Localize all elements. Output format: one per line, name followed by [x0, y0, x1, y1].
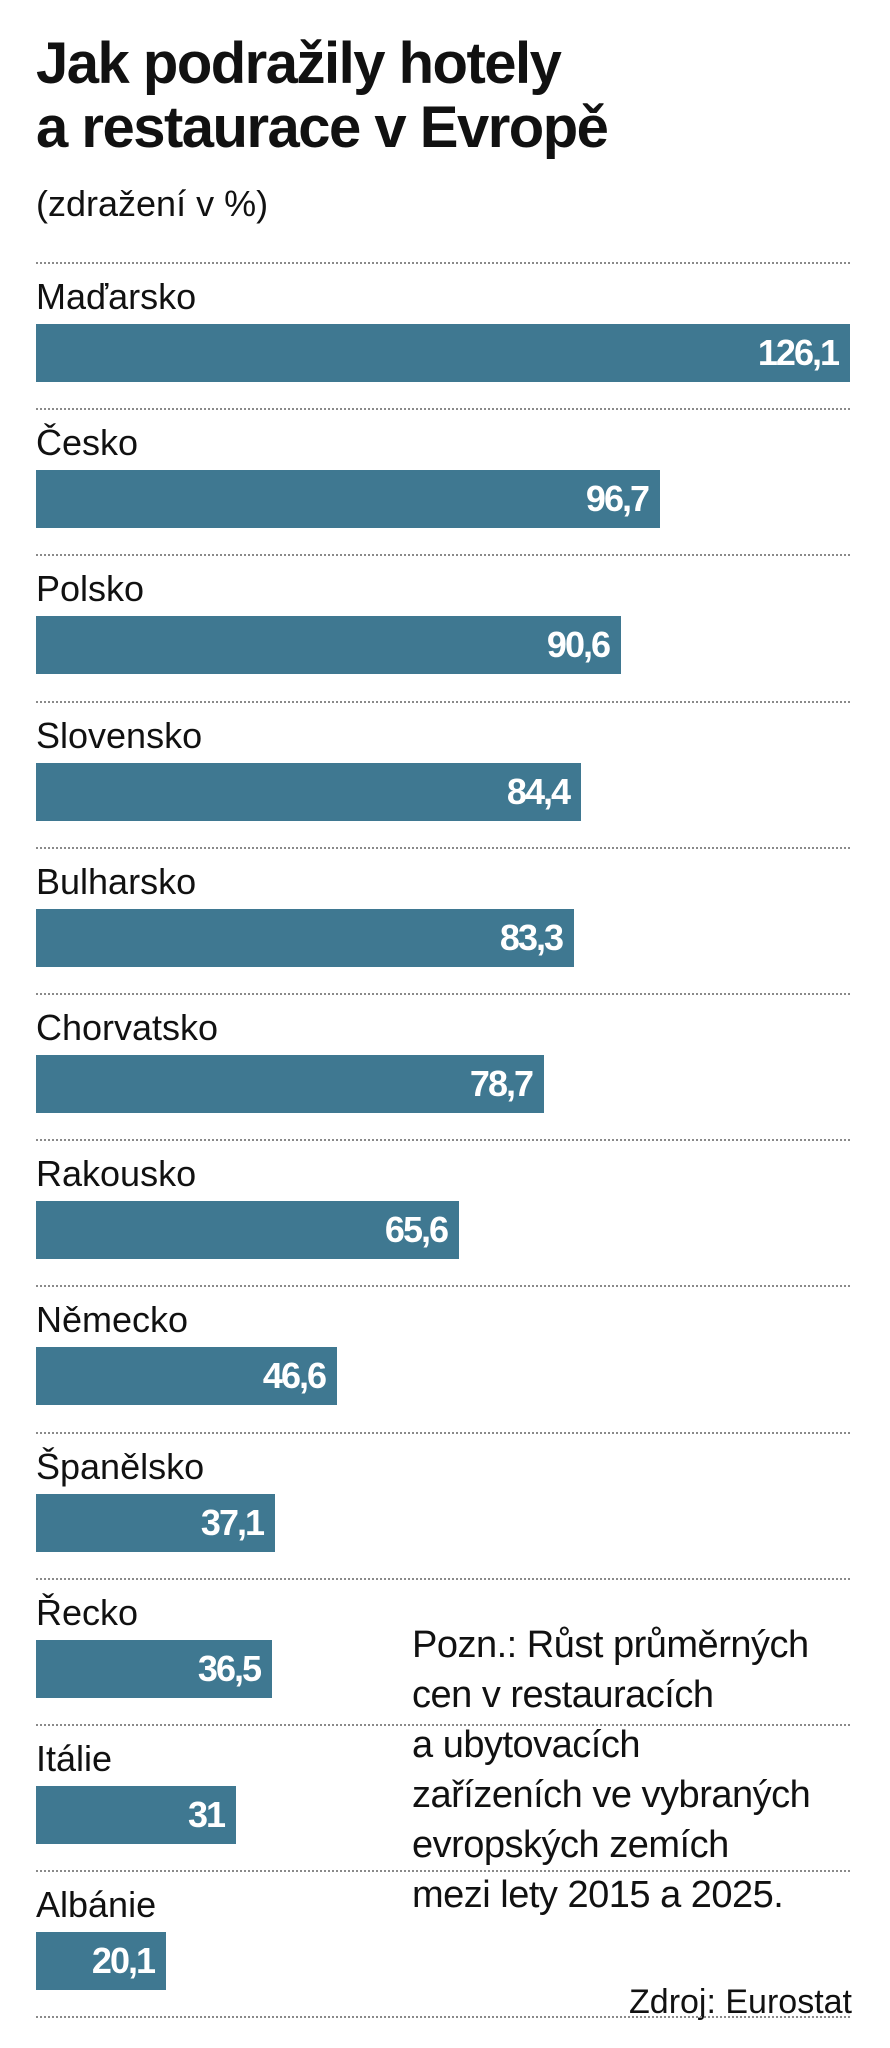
bar-value-label: 126,1	[757, 332, 840, 373]
bar-value-label: 20,1	[91, 1940, 156, 1982]
bar-value-label: 78,7	[469, 1063, 534, 1104]
bar-value-label: 46,6	[262, 1355, 327, 1397]
category-label: Maďarsko	[36, 276, 197, 317]
row-divider	[36, 1577, 850, 1580]
bar-value-label: 65,6	[384, 1209, 449, 1251]
chart-title-line: a restaurace v Evropě	[36, 95, 609, 160]
category-label: Rakousko	[36, 1153, 197, 1195]
row-divider	[36, 846, 850, 849]
note-line: evropských zemích	[412, 1824, 729, 1866]
row-divider	[36, 993, 850, 995]
row-divider	[36, 1139, 850, 1142]
chart-title: Jak podražily hotely a restaurace v Evro…	[36, 32, 856, 160]
chart-note: Pozn.: Růst průměrných cen v restauracíc…	[412, 1620, 852, 1920]
bar	[36, 1786, 236, 1844]
note-line: zařízeních ve vybraných	[412, 1774, 811, 1816]
category-label: Chorvatsko	[36, 1007, 219, 1048]
bar	[36, 616, 621, 675]
note-line: mezi lety 2015 a 2025.	[412, 1874, 784, 1916]
category-label: Albánie	[36, 1884, 157, 1926]
row-divider	[36, 2016, 850, 2019]
note-line: a ubytovacích	[412, 1724, 640, 1766]
chart-source: Zdroj: Eurostat	[629, 1983, 852, 2021]
category-label: Slovensko	[36, 714, 203, 756]
category-label: Německo	[36, 1299, 189, 1341]
chart-title-line: Jak podražily hotely	[36, 31, 562, 96]
row-divider	[36, 700, 850, 703]
bar-value-label: 84,4	[506, 770, 571, 812]
bar	[36, 470, 660, 529]
bar-value-label: 36,5	[197, 1647, 262, 1689]
bar	[36, 1493, 275, 1552]
bar	[36, 1639, 272, 1698]
row-divider	[36, 408, 850, 411]
bar	[36, 908, 574, 967]
row-divider	[36, 1724, 850, 1726]
note-line: cen v restauracích	[412, 1674, 714, 1716]
row-divider	[36, 554, 850, 557]
row-divider	[36, 1431, 850, 1434]
bar	[36, 762, 581, 821]
bar	[36, 1932, 166, 1991]
bar	[36, 324, 850, 382]
bar-value-label: 83,3	[499, 916, 564, 958]
chart-subtitle: (zdražení v %)	[36, 183, 269, 224]
row-divider	[36, 262, 850, 264]
row-divider	[36, 1870, 850, 1873]
bar-value-label: 37,1	[200, 1501, 265, 1543]
note-line: Pozn.: Růst průměrných	[412, 1624, 809, 1666]
category-label: Bulharsko	[36, 860, 197, 902]
row-divider	[36, 1285, 850, 1288]
category-label: Česko	[36, 422, 139, 464]
bar	[36, 1347, 337, 1406]
bar	[36, 1055, 544, 1113]
category-label: Polsko	[36, 568, 145, 610]
bar-value-label: 90,6	[546, 624, 611, 666]
category-label: Itálie	[36, 1738, 113, 1779]
bar	[36, 1201, 459, 1260]
category-label: Španělsko	[36, 1445, 205, 1487]
bar-value-label: 31	[187, 1794, 226, 1835]
category-label: Řecko	[36, 1591, 139, 1633]
bar-value-label: 96,7	[585, 478, 650, 520]
